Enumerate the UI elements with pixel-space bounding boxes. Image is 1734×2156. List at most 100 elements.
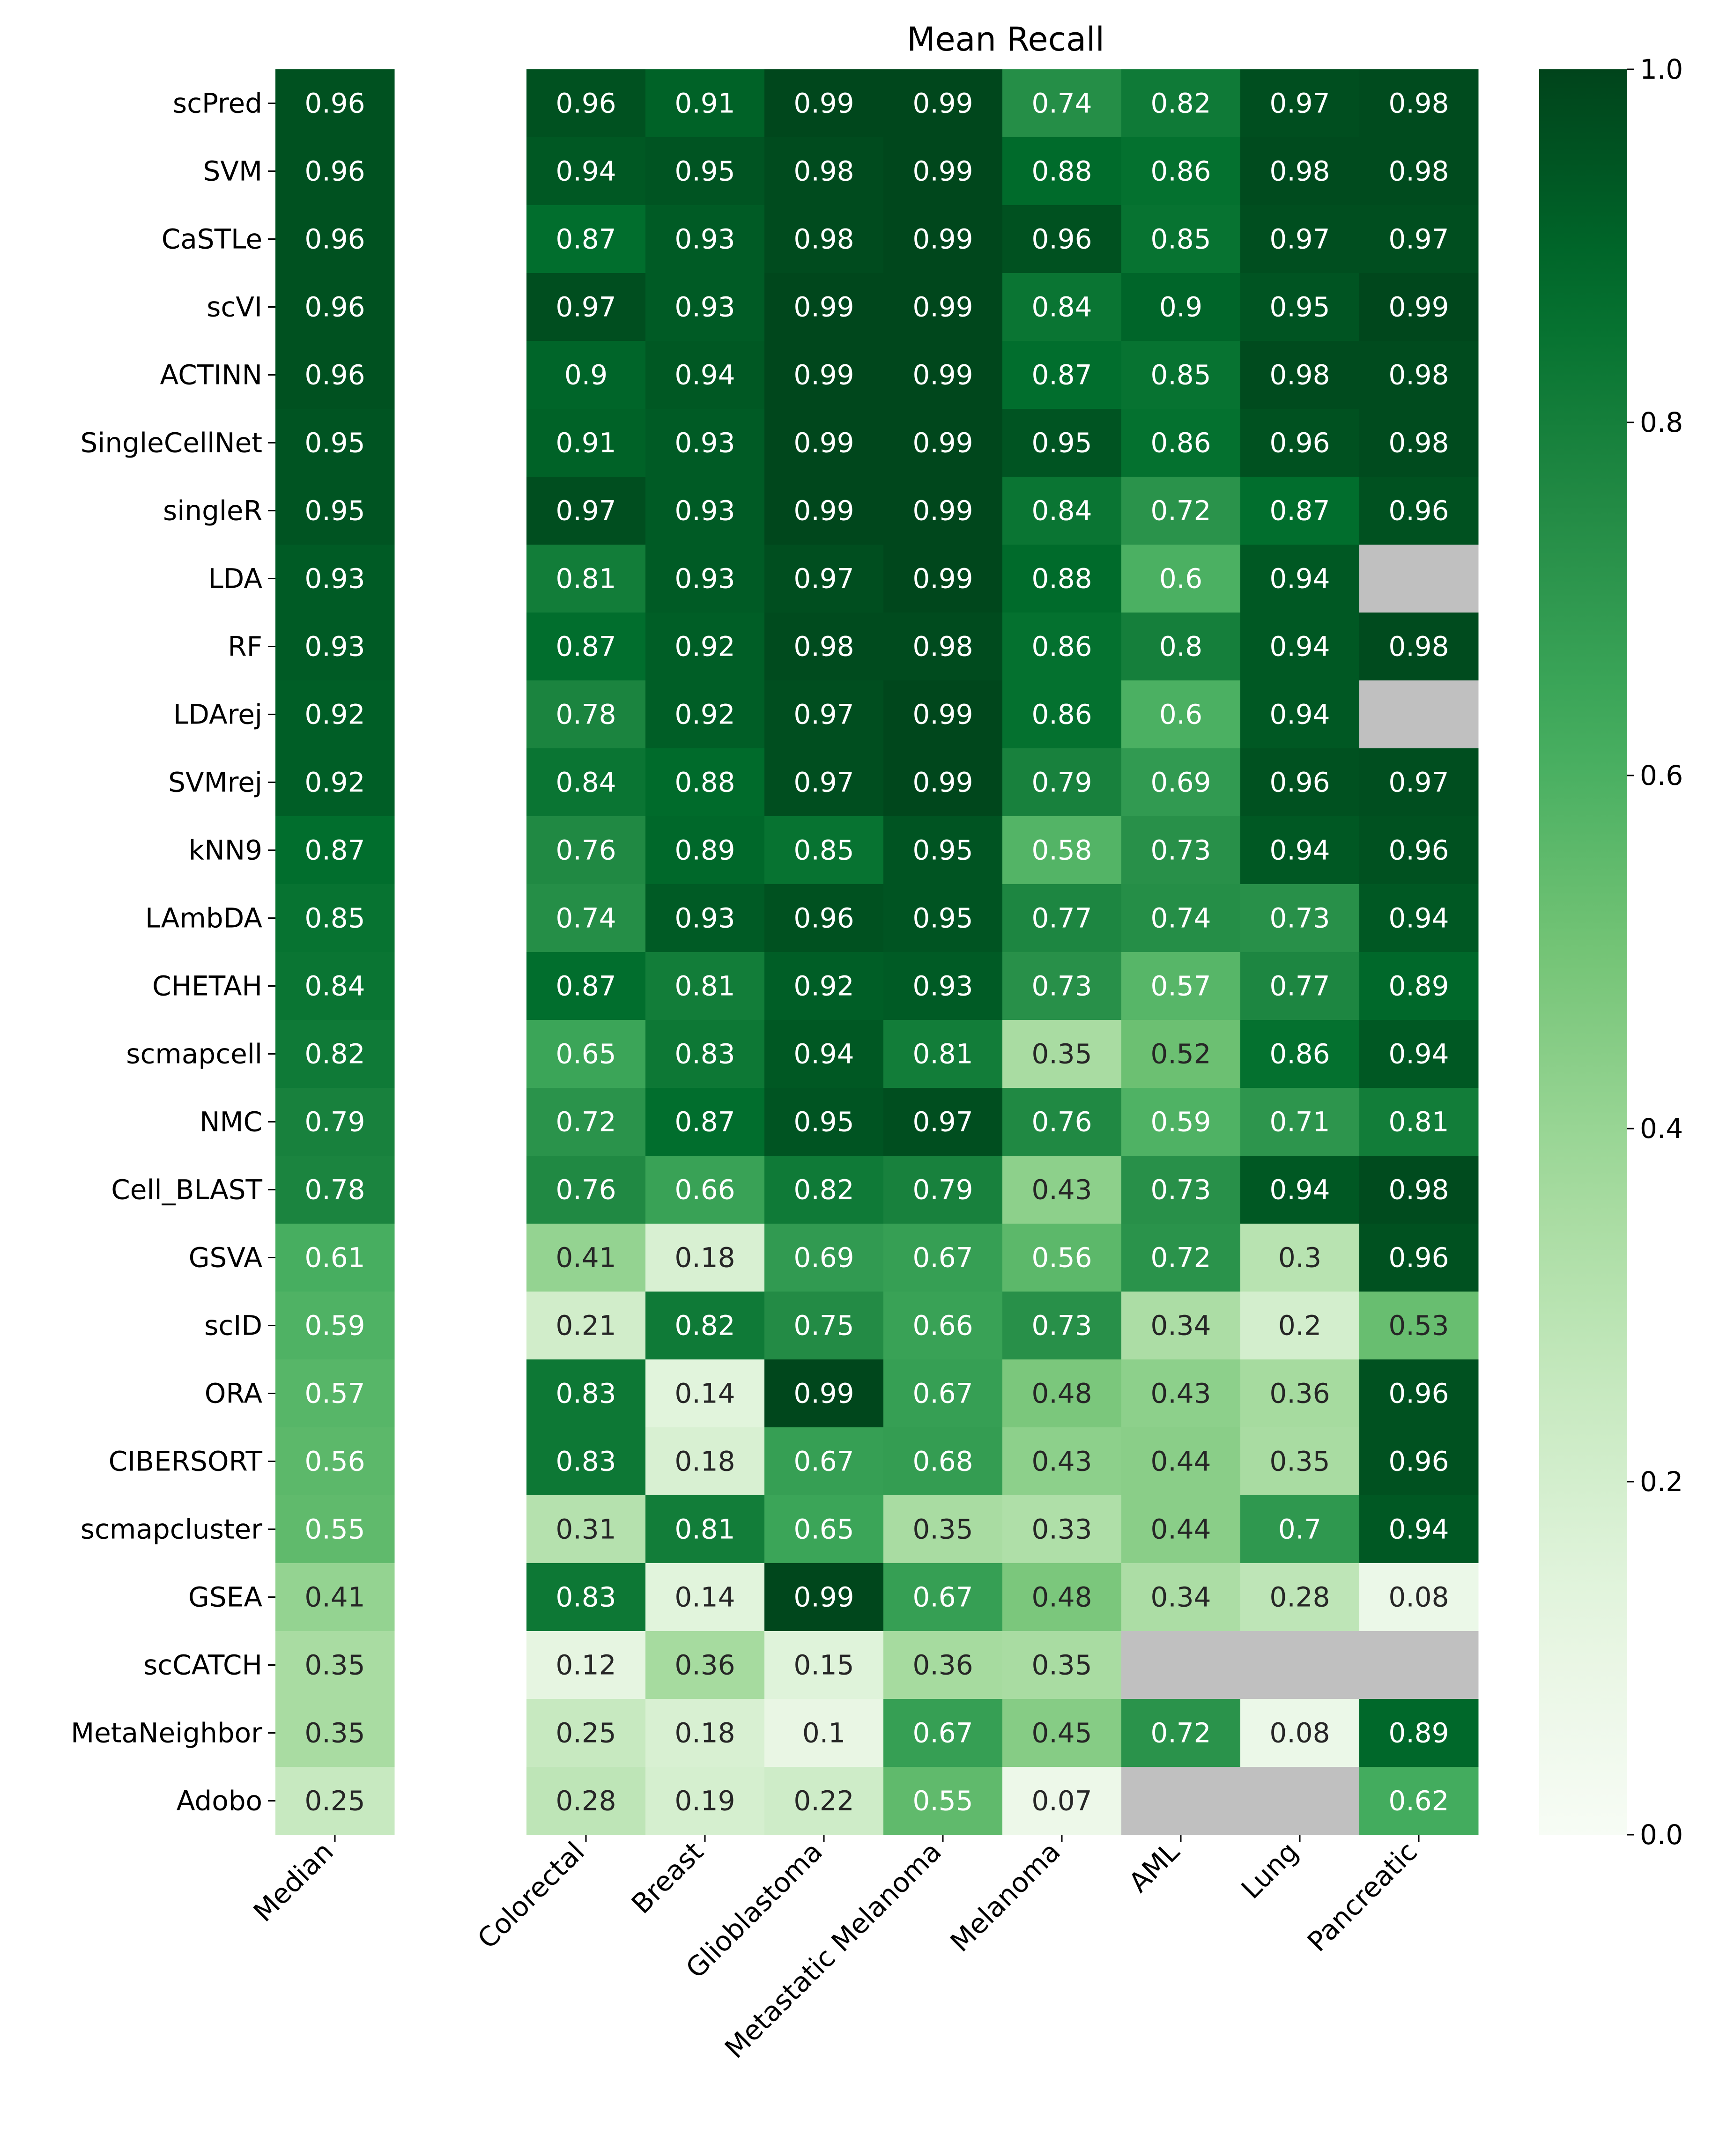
heatmap-cell (1240, 545, 1360, 613)
heatmap-cell (883, 1224, 1003, 1292)
heatmap-cell (1240, 1292, 1360, 1360)
median-cell-LAmbDA: 0.85 (275, 884, 395, 952)
heatmap-cell (1121, 1156, 1241, 1224)
cell-value-label: 0.6 (1159, 563, 1202, 595)
heatmap-cell (883, 1631, 1003, 1699)
cell-kNN9-AML: 0.73 (1121, 816, 1241, 885)
cell-GSEA-Pancreatic: 0.08 (1359, 1563, 1479, 1632)
heatmap-cell (1240, 952, 1360, 1020)
cell-Adobo-AML (1121, 1767, 1241, 1835)
missing-cell (1359, 680, 1479, 749)
heatmap-cell (275, 1020, 395, 1088)
cell-value-label: 0.65 (556, 1038, 616, 1070)
cell-value-label: 0.59 (1150, 1106, 1211, 1138)
heatmap-cell (275, 341, 395, 409)
cell-scmapcluster-Metastatic-Melanoma: 0.35 (883, 1495, 1003, 1564)
cell-RF-Pancreatic: 0.98 (1359, 613, 1479, 681)
heatmap-cell (645, 69, 765, 138)
cell-value-label: 0.86 (1269, 1038, 1330, 1070)
cell-LAmbDA-Glioblastoma: 0.96 (764, 884, 884, 952)
row-label: Cell_BLAST (111, 1174, 262, 1206)
cell-value-label: 0.93 (674, 563, 735, 595)
row-label: scCATCH (143, 1649, 262, 1681)
heatmap-cell (526, 1020, 646, 1088)
cell-SingleCellNet-Breast: 0.93 (645, 409, 765, 477)
heatmap-cell (275, 1631, 395, 1699)
heatmap-cell (275, 613, 395, 681)
cell-singleR-Glioblastoma: 0.99 (764, 477, 884, 545)
cell-value-label: 0.96 (1388, 1446, 1449, 1477)
cell-RF-Lung: 0.94 (1240, 613, 1360, 681)
median-cell-SingleCellNet: 0.95 (275, 409, 395, 477)
heatmap-cell (1002, 1563, 1122, 1632)
heatmap-cell (1121, 952, 1241, 1020)
cell-value-label: 0.89 (1388, 970, 1449, 1002)
cell-Adobo-Metastatic-Melanoma: 0.55 (883, 1767, 1003, 1835)
cell-CaSTLe-Melanoma: 0.96 (1002, 205, 1122, 273)
heatmap-cell (1359, 1156, 1479, 1224)
row-label: ORA (205, 1378, 263, 1410)
heatmap-cell (764, 1292, 884, 1360)
cell-value-label: 0.95 (304, 495, 365, 527)
heatmap-cell (1002, 69, 1122, 138)
cell-CaSTLe-Metastatic-Melanoma: 0.99 (883, 205, 1003, 273)
cell-value-label: 0.57 (1150, 970, 1211, 1002)
heatmap-cell (1359, 477, 1479, 545)
cell-SVM-Glioblastoma: 0.98 (764, 137, 884, 206)
cell-value-label: 0.08 (1269, 1717, 1330, 1749)
cell-scmapcluster-AML: 0.44 (1121, 1495, 1241, 1564)
cell-value-label: 0.87 (556, 631, 616, 663)
cell-value-label: 0.99 (912, 495, 973, 527)
cell-value-label: 0.58 (1031, 834, 1092, 866)
cell-value-label: 0.65 (793, 1514, 854, 1545)
cell-GSEA-Metastatic-Melanoma: 0.67 (883, 1563, 1003, 1632)
cell-value-label: 0.97 (1269, 223, 1330, 255)
colorbar-tick-label: 0.0 (1640, 1819, 1683, 1851)
heatmap-cell (275, 1156, 395, 1224)
heatmap-cell (1002, 341, 1122, 409)
cell-value-label: 0.79 (912, 1174, 973, 1206)
cell-SingleCellNet-Glioblastoma: 0.99 (764, 409, 884, 477)
cell-LDA-Colorectal: 0.81 (526, 545, 646, 613)
row-label: CaSTLe (162, 223, 262, 255)
heatmap-cell (1240, 137, 1360, 206)
cell-value-label: 0.92 (304, 767, 365, 798)
cell-value-label: 0.72 (1150, 1242, 1211, 1274)
heatmap-cell (883, 613, 1003, 681)
cell-value-label: 0.84 (556, 767, 616, 798)
cell-value-label: 0.97 (1388, 767, 1449, 798)
cell-kNN9-Melanoma: 0.58 (1002, 816, 1122, 885)
heatmap-cell (645, 1427, 765, 1496)
median-cell-GSEA: 0.41 (275, 1563, 395, 1632)
cell-singleR-Melanoma: 0.84 (1002, 477, 1122, 545)
cell-value-label: 0.12 (556, 1649, 616, 1681)
cell-value-label: 0.67 (912, 1242, 973, 1274)
cell-value-label: 0.95 (912, 834, 973, 866)
cell-value-label: 0.98 (1388, 1174, 1449, 1206)
median-cell-CIBERSORT: 0.56 (275, 1427, 395, 1496)
cell-value-label: 0.96 (304, 291, 365, 323)
cell-CaSTLe-Pancreatic: 0.97 (1359, 205, 1479, 273)
row-label: LDA (208, 563, 262, 595)
cell-GSVA-Metastatic-Melanoma: 0.67 (883, 1224, 1003, 1292)
cell-value-label: 0.99 (912, 223, 973, 255)
median-cell-kNN9: 0.87 (275, 816, 395, 885)
heatmap-cell (1240, 748, 1360, 817)
column-label: Breast (625, 1836, 710, 1920)
heatmap-cell (1240, 477, 1360, 545)
cell-scmapcluster-Breast: 0.81 (645, 1495, 765, 1564)
cell-scID-AML: 0.34 (1121, 1292, 1241, 1360)
heatmap-cell (1240, 1563, 1360, 1632)
cell-value-label: 0.85 (793, 834, 854, 866)
cell-value-label: 0.96 (1031, 223, 1092, 255)
heatmap-cell (1002, 816, 1122, 885)
cell-value-label: 0.86 (1031, 631, 1092, 663)
heatmap-cell (883, 1020, 1003, 1088)
heatmap-cell (275, 680, 395, 749)
median-cell-scID: 0.59 (275, 1292, 395, 1360)
cell-value-label: 0.99 (912, 359, 973, 391)
cell-MetaNeighbor-Pancreatic: 0.89 (1359, 1699, 1479, 1767)
cell-value-label: 0.28 (556, 1785, 616, 1817)
cell-Cell_BLAST-Glioblastoma: 0.82 (764, 1156, 884, 1224)
cell-value-label: 0.96 (793, 902, 854, 934)
